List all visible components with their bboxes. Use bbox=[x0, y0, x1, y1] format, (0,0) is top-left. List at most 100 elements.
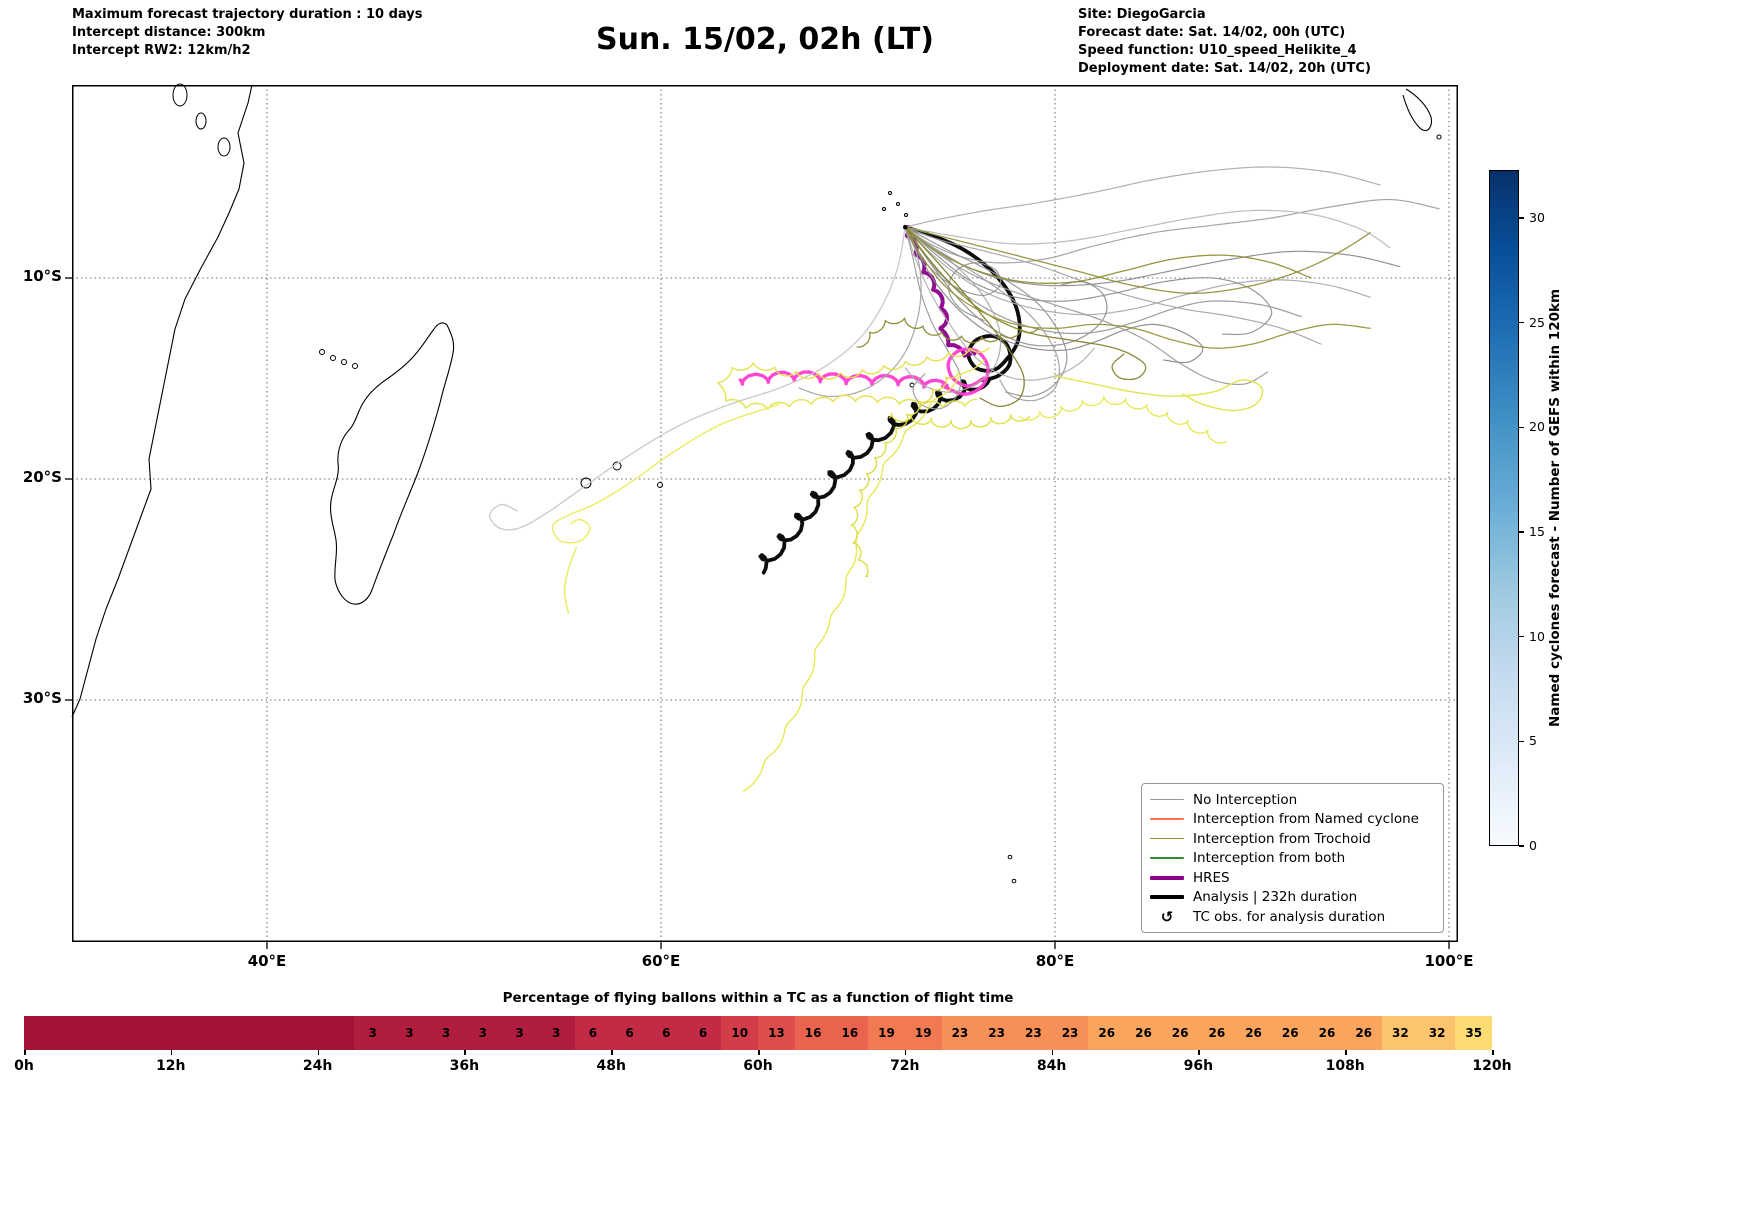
flight-bar-value: 3 bbox=[552, 1026, 561, 1040]
island-rodrigues bbox=[657, 482, 663, 488]
trajectory-trochoid-1 bbox=[904, 226, 1312, 284]
params-block: Maximum forecast trajectory duration : 1… bbox=[72, 6, 423, 60]
flight-bar-value: 13 bbox=[768, 1026, 785, 1040]
colorbar-tick-label: 0 bbox=[1529, 838, 1537, 853]
time-tickmark bbox=[170, 1050, 173, 1055]
colorbar-tick-label: 5 bbox=[1529, 733, 1537, 749]
legend-label: No Interception bbox=[1193, 791, 1298, 808]
flight-bar-segment: 3 bbox=[427, 1016, 465, 1050]
flight-bar-value: 26 bbox=[1318, 1026, 1336, 1040]
flight-bar-value: 3 bbox=[515, 1026, 524, 1040]
trajectory-gefs-9 bbox=[904, 226, 1273, 336]
trajectory-gefs-18 bbox=[904, 166, 1381, 228]
legend-item: Analysis | 232h duration bbox=[1150, 888, 1435, 907]
colorbar-tick bbox=[1519, 322, 1524, 324]
param-line: Intercept RW2: 12km/h2 bbox=[72, 43, 251, 58]
flight-bar-segment: 6 bbox=[611, 1016, 648, 1050]
flight-bar-value: 6 bbox=[662, 1026, 671, 1040]
time-tickmark bbox=[24, 1050, 26, 1055]
island-comoros bbox=[341, 359, 347, 365]
flight-bar-segment: 32 bbox=[1382, 1016, 1419, 1050]
flight-bar-value: 19 bbox=[878, 1026, 895, 1040]
trajectory-map bbox=[65, 83, 1458, 949]
time-tickmark bbox=[1345, 1050, 1347, 1055]
trajectory-yellow-6 bbox=[551, 403, 780, 544]
time-tickmark bbox=[758, 1050, 760, 1055]
tc-obs-icon: ↺ bbox=[1150, 908, 1184, 926]
flight-bar-segment: 3 bbox=[391, 1016, 428, 1050]
colorbar-tick bbox=[1519, 636, 1524, 638]
island-small bbox=[1007, 854, 1013, 860]
flight-bar-value: 26 bbox=[1098, 1026, 1116, 1040]
legend-item: ↺ TC obs. for analysis duration bbox=[1150, 907, 1435, 926]
tc-obs-icon: ↺ bbox=[1160, 907, 1174, 926]
flight-bar-value: 26 bbox=[1281, 1026, 1299, 1040]
flight-bar-value: 10 bbox=[731, 1026, 749, 1040]
legend-item: HRES bbox=[1150, 868, 1435, 887]
flight-bar-value: 16 bbox=[804, 1026, 822, 1040]
trajectory-yellow-2 bbox=[743, 359, 985, 792]
flight-bar-segment: 6 bbox=[684, 1016, 722, 1050]
flight-bar-value: 23 bbox=[988, 1026, 1005, 1040]
flight-bar-value: 16 bbox=[841, 1026, 859, 1040]
trajectory-trochoid-2 bbox=[904, 226, 1147, 381]
island-madagascar bbox=[330, 322, 455, 605]
flight-bar-value: 3 bbox=[478, 1026, 487, 1040]
legend-line-sample bbox=[1150, 857, 1184, 859]
legend-line-sample bbox=[1150, 837, 1184, 840]
flight-bar-segment: 23 bbox=[1051, 1016, 1089, 1050]
legend-line-sample bbox=[1150, 798, 1184, 801]
map-border bbox=[72, 85, 1458, 942]
flight-bar-segment: 26 bbox=[1088, 1016, 1126, 1050]
flight-bar-title: Percentage of flying ballons within a TC… bbox=[502, 990, 1014, 1006]
flight-bar-segment: 6 bbox=[647, 1016, 685, 1050]
coastline-sumatra bbox=[1402, 88, 1432, 132]
flight-bar-segment: 19 bbox=[868, 1016, 905, 1050]
flight-bar-value: 3 bbox=[405, 1026, 414, 1040]
colorbar-tick-label: 20 bbox=[1529, 419, 1545, 435]
flight-bar-segment bbox=[97, 1016, 135, 1050]
colorbar-tick-label: 15 bbox=[1529, 524, 1545, 540]
flight-bar-segment: 23 bbox=[978, 1016, 1015, 1050]
legend-line-sample bbox=[1150, 875, 1184, 880]
island-reunion bbox=[580, 477, 592, 489]
colorbar-gradient bbox=[1489, 170, 1519, 846]
time-tick-label: 72h bbox=[890, 1058, 920, 1074]
trajectory-gefs-14 bbox=[904, 226, 1108, 347]
coastline-africa bbox=[71, 84, 253, 718]
legend-line-sample bbox=[1150, 818, 1184, 820]
flight-bar-value: 6 bbox=[698, 1026, 708, 1040]
colorbar: 0 5 10 15 20 25 30 bbox=[1489, 170, 1609, 853]
flight-bar-segment: 16 bbox=[794, 1016, 832, 1050]
y-tick-label: 10°S bbox=[22, 267, 62, 285]
flight-bar-value: 3 bbox=[368, 1026, 377, 1040]
island-zanzibar bbox=[172, 83, 188, 107]
flight-bar-value: 26 bbox=[1355, 1026, 1373, 1040]
deployment-point bbox=[902, 224, 908, 230]
flight-bar-segment: 6 bbox=[574, 1016, 612, 1050]
flight-bar-segment: 26 bbox=[1125, 1016, 1162, 1050]
flight-bar-segment: 16 bbox=[831, 1016, 869, 1050]
flight-bar-value: 26 bbox=[1135, 1026, 1152, 1040]
time-tick-label: 96h bbox=[1183, 1058, 1214, 1074]
trajectory-yellow-1 bbox=[717, 347, 990, 410]
colorbar-tick-label: 10 bbox=[1529, 628, 1545, 644]
island-small bbox=[1011, 878, 1017, 884]
flight-bar-segment: 23 bbox=[941, 1016, 979, 1050]
trajectory-gefs-1 bbox=[904, 198, 1440, 264]
time-tick-label: 36h bbox=[449, 1058, 480, 1074]
map-coastlines bbox=[71, 83, 1442, 884]
trajectory-gefs-3 bbox=[904, 226, 1371, 316]
time-tickmark bbox=[1051, 1050, 1054, 1055]
flight-bar-segment: 3 bbox=[354, 1016, 392, 1050]
figure-title: Sun. 15/02, 02h (LT) bbox=[595, 22, 935, 57]
flight-bar-value: 6 bbox=[588, 1026, 598, 1040]
trajectory-gefs-12 bbox=[904, 226, 1068, 397]
legend-label: Interception from Named cyclone bbox=[1193, 811, 1419, 827]
site-line: Deployment date: Sat. 14/02, 20h (UTC) bbox=[1078, 61, 1371, 76]
trajectory-hres bbox=[904, 225, 977, 358]
legend-label: TC obs. for analysis duration bbox=[1193, 908, 1386, 925]
time-tickmark bbox=[1492, 1050, 1494, 1055]
time-tick-label: 60h bbox=[743, 1058, 773, 1074]
trajectories bbox=[488, 166, 1440, 792]
